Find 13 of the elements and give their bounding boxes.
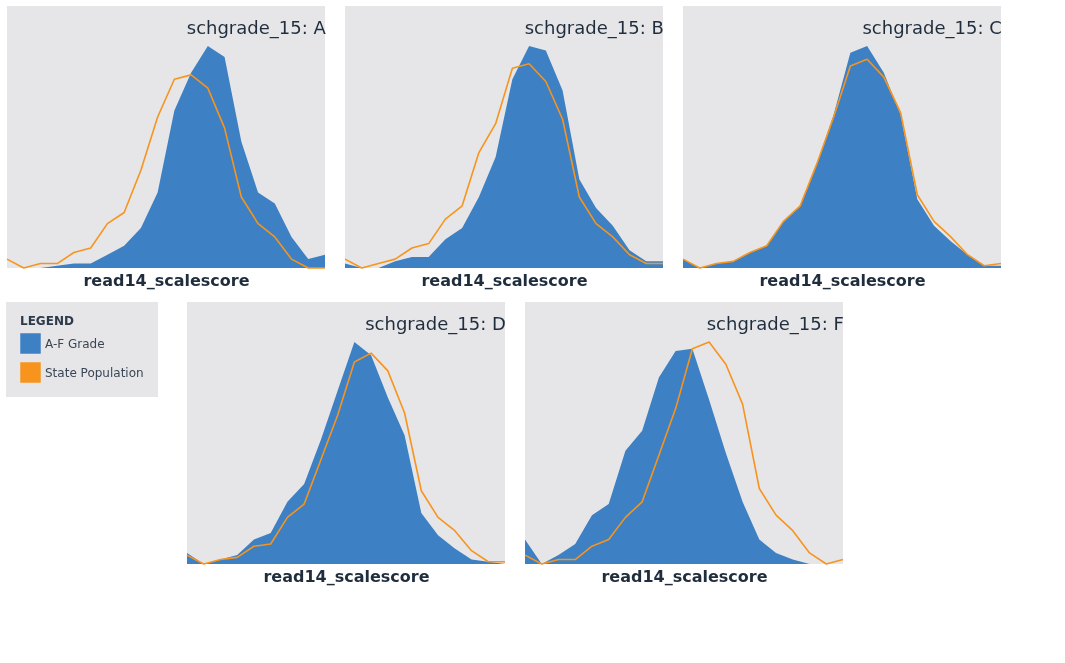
x-axis-title: read14_scalescore: [263, 566, 430, 586]
legend-label: A-F Grade: [45, 336, 105, 351]
chart-title: schgrade_15: D: [365, 313, 506, 335]
chart-title: schgrade_15: C: [862, 17, 1002, 39]
legend-label: State Population: [45, 365, 144, 380]
x-axis-title: read14_scalescore: [421, 270, 588, 290]
chart-title: schgrade_15: A: [186, 17, 327, 39]
legend-title: LEGEND: [20, 314, 74, 328]
x-axis-title: read14_scalescore: [601, 566, 768, 586]
x-axis-title: read14_scalescore: [759, 270, 926, 290]
chart-title: schgrade_15: F: [706, 313, 844, 335]
x-axis-title: read14_scalescore: [83, 270, 250, 290]
chart-title: schgrade_15: B: [524, 17, 664, 39]
